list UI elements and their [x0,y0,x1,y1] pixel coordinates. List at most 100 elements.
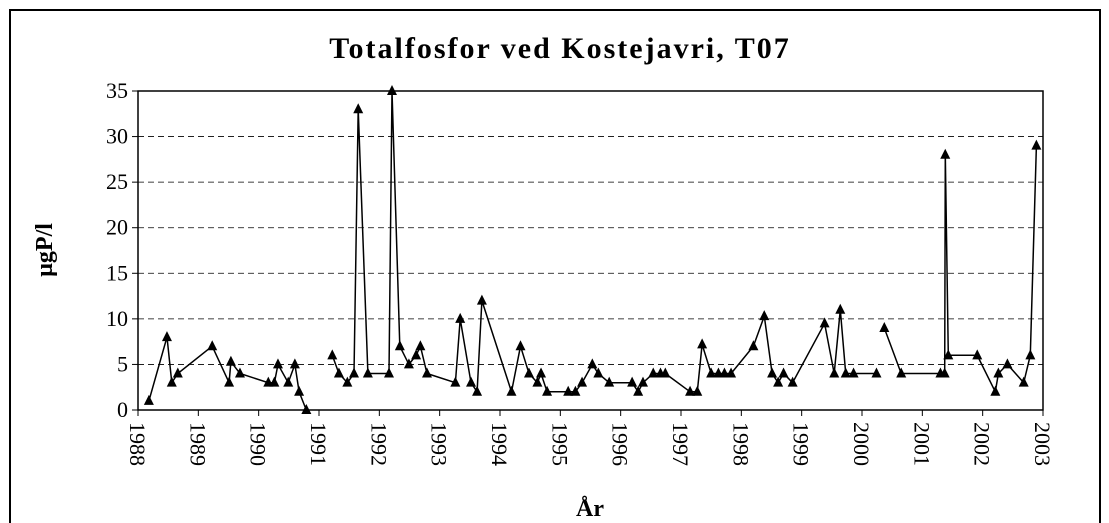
data-point [627,376,638,387]
data-point [294,385,305,396]
data-point [577,376,588,387]
data-point [161,331,172,342]
data-point [943,349,954,360]
data-point [685,385,696,396]
data-point [993,367,1004,378]
data-point [748,340,759,351]
data-point [767,367,778,378]
data-point [896,367,907,378]
data-point [719,367,730,378]
data-point [840,367,851,378]
data-point [990,385,1001,396]
x-tick-label: 2003 [1030,422,1055,466]
data-point [421,367,432,378]
data-point [523,367,534,378]
x-tick-label: 2001 [909,422,934,466]
x-tick-label: 1992 [366,422,391,466]
data-point [604,376,615,387]
data-point [819,317,830,328]
data-point [633,385,644,396]
y-tick-label: 0 [117,397,128,422]
data-point [726,367,737,378]
y-tick-label: 25 [106,169,128,194]
data-point [466,376,477,387]
data-point [829,367,840,378]
data-point [387,85,398,95]
y-tick-label: 5 [117,351,128,376]
data-point [383,367,394,378]
data-point [269,376,280,387]
data-point [692,385,703,396]
data-point [333,367,344,378]
y-tick-label: 10 [106,306,128,331]
data-point [637,376,648,387]
data-point [773,376,784,387]
x-tick-label: 1991 [306,422,331,466]
y-tick-label: 35 [106,78,128,103]
x-tick-label: 1999 [789,422,814,466]
data-point [515,340,526,351]
data-point [472,385,483,396]
data-point [778,367,789,378]
data-point [207,340,218,351]
data-point [362,367,373,378]
data-point [224,376,235,387]
data-point [225,355,236,366]
x-tick-label: 1996 [608,422,633,466]
data-point [272,358,283,369]
x-tick-label: 1995 [547,422,572,466]
data-point [660,367,671,378]
data-point [587,358,598,369]
y-tick-label: 20 [106,215,128,240]
data-point [1025,349,1036,360]
data-point [476,294,487,305]
x-tick-label: 1988 [125,422,150,466]
data-point [506,385,517,396]
data-point [706,367,717,378]
data-point [394,340,405,351]
data-point [289,358,300,369]
chart-frame [9,9,1101,523]
data-point [972,349,983,360]
data-point [835,303,846,314]
data-point [879,321,890,332]
data-point [403,358,414,369]
x-tick-label: 1997 [668,422,693,466]
x-tick-label: 2002 [970,422,995,466]
data-point [342,376,353,387]
data-point [563,385,574,396]
x-tick-label: 1994 [487,422,512,466]
x-tick-label: 1993 [427,422,452,466]
data-point [327,349,338,360]
data-point [143,394,154,405]
data-point [415,340,426,351]
data-point [871,367,882,378]
data-point [450,376,461,387]
data-point [1031,139,1042,150]
data-point [301,404,312,414]
data-point [542,385,553,396]
data-point [593,367,604,378]
data-point [1018,376,1029,387]
data-point [940,148,951,159]
data-point [697,338,708,349]
data-point [939,367,950,378]
data-point [848,367,859,378]
x-tick-label: 1998 [728,422,753,466]
data-point [234,367,245,378]
data-point [353,103,364,114]
x-tick-label: 2000 [849,422,874,466]
data-point [570,385,581,396]
y-tick-label: 15 [106,260,128,285]
y-tick-label: 30 [106,124,128,149]
data-point [787,376,798,387]
data-point [283,376,294,387]
data-point [172,367,183,378]
data-point [648,367,659,378]
data-point [455,312,466,323]
chart-title: Totalfosfor ved Kostejavri, T07 [329,32,790,65]
x-axis-label: År [576,496,604,522]
data-point [532,376,543,387]
plot-area [137,90,1044,411]
